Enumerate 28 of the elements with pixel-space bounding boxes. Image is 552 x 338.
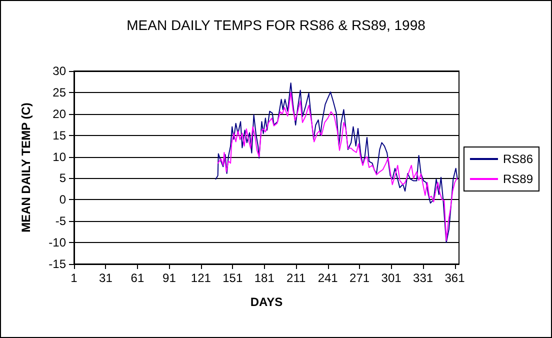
- x-tick-label: 301: [381, 271, 402, 285]
- x-tick-label: 1: [70, 271, 78, 285]
- x-tick-label: 121: [190, 271, 212, 285]
- legend-label: RS86: [502, 152, 534, 166]
- x-axis-title: DAYS: [250, 295, 283, 309]
- x-tick-label: 181: [254, 271, 275, 285]
- x-tick-label: 331: [413, 271, 434, 285]
- y-tick-label: 15: [52, 128, 66, 142]
- chart-title: MEAN DAILY TEMPS FOR RS86 & RS89, 1998: [126, 17, 426, 33]
- y-tick-label: -15: [48, 257, 66, 271]
- y-tick-label: 10: [52, 150, 66, 164]
- x-tick-label: 361: [444, 271, 466, 285]
- y-tick-label: -5: [55, 214, 66, 228]
- y-tick-label: 5: [59, 171, 66, 186]
- x-tick-label: 271: [350, 271, 370, 285]
- y-tick-label: 20: [52, 106, 66, 121]
- y-tick-label: 25: [52, 85, 66, 100]
- y-tick-label: 30: [52, 64, 66, 78]
- x-tick-label: 211: [286, 271, 306, 285]
- x-tick-label: 31: [99, 271, 113, 285]
- x-tick-label: 91: [162, 271, 176, 285]
- x-tick-label: 61: [130, 271, 144, 285]
- x-tick-label: 151: [222, 271, 243, 285]
- x-tick-label: 241: [318, 271, 338, 285]
- y-tick-label: 0: [59, 192, 66, 207]
- y-tick-label: -10: [48, 236, 66, 250]
- y-axis-title: MEAN DAILY TEMP (C): [19, 102, 33, 232]
- legend-label: RS89: [502, 172, 534, 186]
